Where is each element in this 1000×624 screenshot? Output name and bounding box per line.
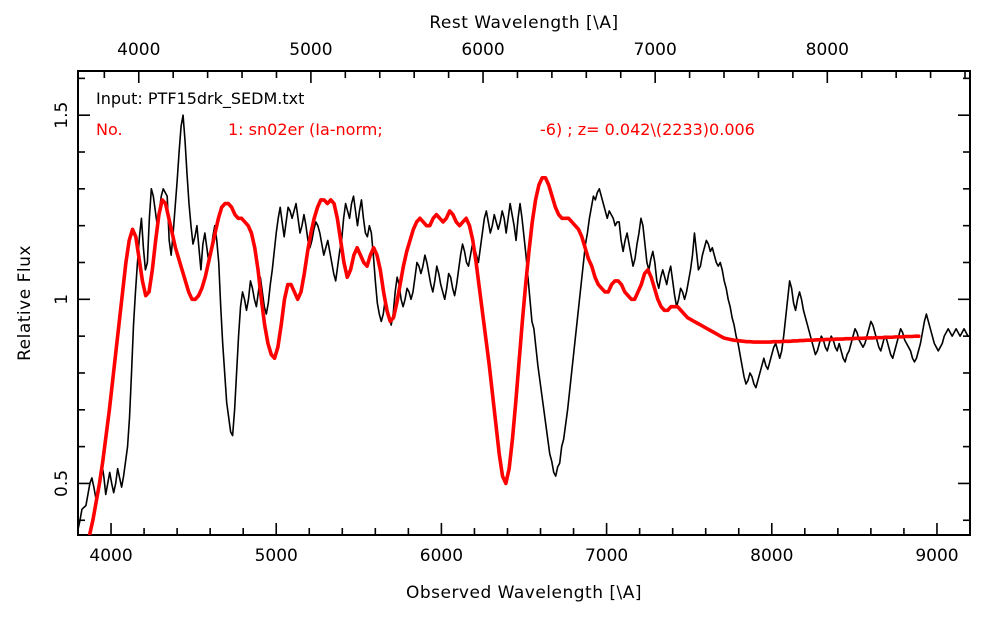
left-tick-label: 1: [52, 294, 72, 305]
bottom-tick-label: 5000: [255, 546, 298, 566]
bottom-tick-label: 7000: [585, 546, 628, 566]
left-axis-title: Relative Flux: [15, 245, 35, 361]
top-axis-tick-labels: 4000 5000 6000 7000 8000: [117, 40, 849, 60]
legend-match-age-redshift: -6) ; z= 0.042\(2233)0.006: [540, 120, 755, 139]
bottom-tick-label: 8000: [750, 546, 793, 566]
left-tick-label: 1.5: [52, 102, 72, 129]
top-axis-title: Rest Wavelength [\A]: [429, 13, 618, 33]
top-tick-label: 6000: [461, 40, 504, 60]
top-tick-label: 8000: [806, 40, 849, 60]
top-tick-label: 4000: [117, 40, 160, 60]
plot-frame: [77, 70, 971, 536]
right-axis-ticks: [958, 77, 970, 522]
legend-input-label: Input: PTF15drk_SEDM.txt: [96, 89, 304, 109]
bottom-tick-label: 9000: [915, 546, 958, 566]
template-spectrum-curve: [87, 175, 921, 535]
bottom-tick-label: 4000: [89, 546, 132, 566]
left-axis-tick-labels: 0.5 1 1.5: [52, 102, 72, 497]
top-axis-ticks: [103, 71, 966, 83]
top-tick-label: 5000: [289, 40, 332, 60]
observed-spectrum-curve: [78, 114, 970, 531]
bottom-axis-title: Observed Wavelength [\A]: [406, 583, 642, 603]
legend-match-number: No.: [96, 120, 123, 139]
left-axis-ticks: [78, 77, 90, 522]
bottom-tick-label: 6000: [420, 546, 463, 566]
top-tick-label: 7000: [634, 40, 677, 60]
left-tick-label: 0.5: [52, 470, 72, 497]
legend-match-template: 1: sn02er (Ia-norm;: [228, 120, 383, 139]
bottom-axis-tick-labels: 4000 5000 6000 7000 8000 9000: [89, 546, 958, 566]
